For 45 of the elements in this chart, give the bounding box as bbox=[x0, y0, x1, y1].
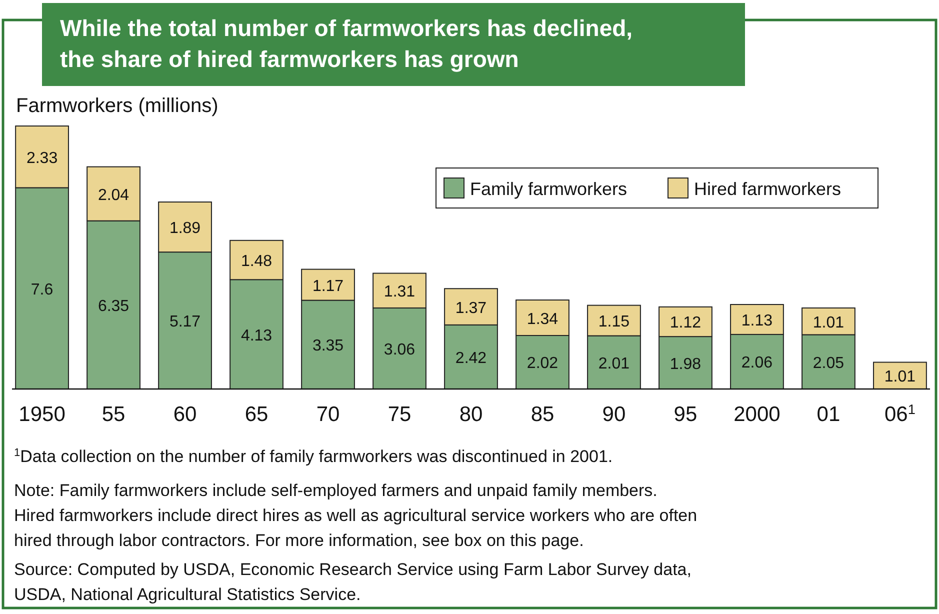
x-tick-label: 75 bbox=[388, 403, 412, 426]
x-tick-label: 60 bbox=[173, 403, 197, 426]
x-tick-label: 85 bbox=[530, 403, 554, 426]
x-tick-label: 1950 bbox=[18, 403, 66, 426]
data-label: 2.02 bbox=[526, 355, 558, 372]
x-tick-label: 90 bbox=[602, 403, 626, 426]
x-tick-label: 95 bbox=[674, 403, 698, 426]
chart-title: While the total number of farmworkers has declined, the share of hired farmworkers has grown bbox=[60, 15, 633, 72]
data-label: 1.31 bbox=[384, 284, 416, 301]
data-label: 1.17 bbox=[312, 278, 344, 295]
text: Note: Family farmworkers include self-employed farmers and unpaid family members. Hired farmworkers include direct hires as well as agricultural service workers who are often hired through labor contractors. For more information, see box on this page. bbox=[14, 481, 698, 550]
data-label: 4.13 bbox=[240, 327, 272, 344]
x-tick-label: 01 bbox=[816, 403, 840, 426]
data-label: 2.04 bbox=[98, 186, 130, 204]
source-note: Source: Computed by USDA, Economic Research Service using Farm Labor Survey data, USDA, National Agricultural Statistics Service. bbox=[14, 560, 692, 604]
legend-label: Family farmworkers bbox=[470, 179, 628, 199]
data-label: 1.01 bbox=[812, 314, 844, 332]
y-axis-title: Farmworkers (millions) bbox=[16, 95, 218, 117]
data-label: 1.01 bbox=[884, 368, 916, 386]
data-label: 1.34 bbox=[526, 310, 558, 328]
data-label: 2.33 bbox=[26, 150, 58, 167]
data-label: 2.01 bbox=[598, 355, 630, 372]
data-label: 1.37 bbox=[455, 300, 487, 317]
x-tick-label: 06$^{1}$ bbox=[884, 402, 916, 426]
data-label: 1.48 bbox=[240, 253, 272, 270]
x-tick-label: 55 bbox=[102, 403, 126, 426]
x-tick-label: 70 bbox=[316, 403, 340, 426]
data-label: 1.98 bbox=[670, 356, 702, 373]
data-label: 5.17 bbox=[169, 314, 201, 331]
x-tick-label: 2000 bbox=[734, 403, 780, 426]
data-label: 6.35 bbox=[98, 298, 130, 315]
data-label: 3.35 bbox=[312, 338, 344, 355]
data-label: 2.05 bbox=[812, 354, 844, 372]
x-tick-label: 65 bbox=[244, 403, 268, 426]
data-label: 7.6 bbox=[30, 281, 54, 298]
data-label: 3.06 bbox=[384, 341, 416, 358]
legend-label: Hired farmworkers bbox=[694, 179, 842, 199]
data-label: 2.42 bbox=[455, 350, 487, 367]
data-label: 1.89 bbox=[169, 220, 201, 238]
data-label: 1.12 bbox=[670, 314, 702, 332]
data-label: 1.13 bbox=[741, 312, 773, 330]
x-tick-label: 80 bbox=[459, 403, 483, 426]
data-label: 2.06 bbox=[741, 354, 773, 372]
text: $^{1}$Data collection on the number of family farmworkers was discontinued in 2001. bbox=[14, 447, 613, 466]
data-label: 1.15 bbox=[598, 314, 630, 331]
